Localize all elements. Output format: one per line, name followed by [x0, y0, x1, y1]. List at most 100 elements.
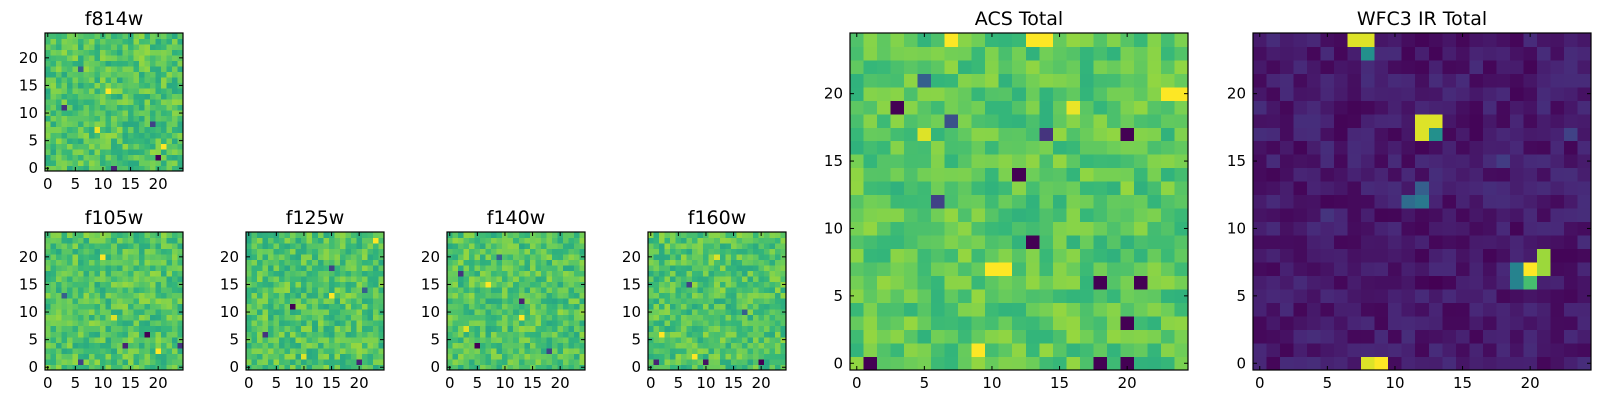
heatmap-cell — [725, 347, 732, 354]
heatmap-cell — [653, 298, 660, 305]
heatmap-cell — [546, 342, 553, 349]
heatmap-cell — [257, 314, 263, 321]
heatmap-cell — [246, 342, 252, 349]
heatmap-cell — [1442, 275, 1457, 290]
heatmap-cell — [160, 358, 167, 365]
heatmap-cell — [719, 259, 726, 266]
heatmap-cell — [149, 55, 156, 61]
heatmap-cell — [94, 364, 101, 371]
heatmap-cell — [540, 309, 547, 316]
heatmap-cell — [111, 143, 118, 150]
heatmap-cell — [686, 265, 693, 272]
heatmap-cell — [1280, 127, 1294, 142]
heatmap-cell — [45, 303, 51, 310]
heatmap-cell — [251, 314, 258, 321]
heatmap-cell — [166, 259, 173, 266]
heatmap-cell — [474, 276, 481, 283]
heatmap-cell — [100, 358, 107, 365]
heatmap-cell — [149, 347, 156, 354]
heatmap-cell — [1133, 289, 1148, 303]
heatmap-cell — [284, 248, 291, 255]
heatmap-cell — [251, 265, 258, 272]
heatmap-cell — [61, 148, 68, 155]
heatmap-cell — [1455, 316, 1470, 330]
heatmap-cell — [1160, 73, 1175, 88]
heatmap-cell — [1469, 113, 1484, 128]
heatmap-cell — [904, 181, 918, 196]
heatmap-cell — [279, 243, 286, 249]
heatmap-cell — [171, 248, 178, 255]
heatmap-cell — [485, 342, 492, 349]
heatmap-cell — [1266, 221, 1281, 236]
heatmap-cell — [166, 265, 173, 272]
heatmap-cell — [741, 303, 748, 310]
heatmap-cell — [155, 143, 162, 150]
heatmap-cell — [144, 309, 151, 316]
heatmap-cell — [323, 237, 330, 244]
heatmap-cell — [166, 336, 173, 343]
heatmap-cell — [122, 33, 129, 39]
heatmap-cell — [551, 347, 558, 354]
heatmap-cell — [1079, 343, 1094, 357]
heatmap-cell — [1039, 167, 1054, 182]
heatmap-cell — [703, 281, 710, 288]
heatmap-cell — [372, 331, 379, 338]
heatmap-cell — [328, 270, 335, 277]
heatmap-cell — [485, 325, 492, 332]
heatmap-cell — [850, 46, 864, 61]
heatmap-cell — [67, 99, 73, 106]
heatmap-cell — [155, 132, 162, 139]
heatmap-cell — [540, 325, 547, 332]
heatmap-cell — [144, 298, 151, 305]
heatmap-cell — [664, 342, 671, 349]
heatmap-cell — [345, 314, 352, 321]
heatmap-cell — [648, 320, 654, 327]
y-tick-label: 20 — [1227, 85, 1246, 103]
heatmap-cell — [675, 287, 682, 294]
heatmap-cell — [529, 265, 536, 272]
heatmap-cell — [774, 336, 781, 343]
heatmap-cell — [659, 232, 665, 238]
heatmap-cell — [524, 358, 531, 365]
heatmap-cell — [780, 325, 787, 332]
heatmap-cell — [686, 232, 693, 238]
heatmap-cell — [491, 336, 498, 343]
heatmap-cell — [458, 276, 464, 283]
heatmap-cell — [155, 237, 162, 244]
heatmap-cell — [155, 287, 162, 294]
heatmap-cell — [502, 281, 509, 288]
heatmap-cell — [138, 331, 145, 338]
heatmap-cell — [78, 298, 85, 305]
heatmap-cell — [502, 314, 509, 321]
heatmap-cell — [1442, 235, 1457, 250]
heatmap-cell — [122, 314, 129, 321]
heatmap-cell — [67, 248, 73, 255]
heatmap-cell — [758, 292, 765, 299]
heatmap-cell — [985, 140, 1000, 155]
heatmap-cell — [1253, 208, 1267, 223]
heatmap-cell — [998, 262, 1013, 277]
heatmap-cell — [72, 265, 79, 272]
heatmap-cell — [290, 358, 297, 365]
heatmap-cell — [480, 353, 487, 360]
heatmap-cell — [944, 127, 959, 142]
heatmap-cell — [177, 232, 184, 238]
heatmap-cell — [1361, 289, 1376, 303]
heatmap-cell — [295, 358, 302, 365]
heatmap-cell — [1320, 86, 1335, 101]
heatmap-cell — [774, 232, 781, 238]
heatmap-cell — [1334, 46, 1349, 61]
heatmap-cell — [485, 237, 492, 244]
heatmap-cell — [111, 331, 118, 338]
heatmap-cell — [111, 325, 118, 332]
heatmap-cell — [279, 254, 286, 260]
heatmap-cell — [502, 270, 509, 277]
heatmap-cell — [458, 342, 464, 349]
heatmap-cell — [78, 336, 85, 343]
heatmap-cell — [122, 55, 129, 61]
heatmap-cell — [518, 358, 525, 365]
heatmap-cell — [1160, 275, 1175, 290]
heatmap-cell — [1039, 302, 1054, 317]
heatmap-cell — [681, 309, 688, 316]
heatmap-cell — [1025, 356, 1040, 371]
